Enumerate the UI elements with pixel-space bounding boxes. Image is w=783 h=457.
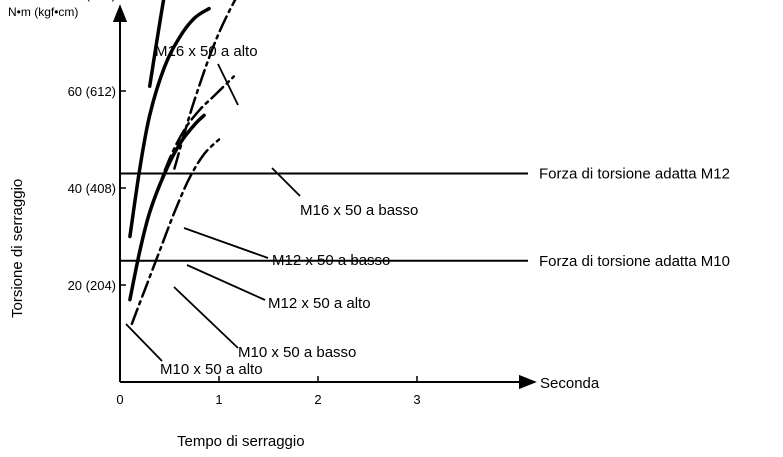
x-tick-label: 0 [116, 392, 123, 407]
y-unit-label: N•m (kgf•cm) [8, 5, 78, 19]
series-line-4 [153, 75, 236, 199]
series-line-3 [128, 6, 211, 239]
reference-lines-layer: Forza di torsione adatta M16Forza di tor… [120, 165, 730, 270]
series-label: M16 x 50 a alto [155, 43, 258, 60]
series-line-6 [130, 138, 221, 326]
leader-line [125, 323, 163, 362]
leader-line [271, 167, 301, 197]
x-end-label: Seconda [540, 375, 600, 392]
leader-lines-layer [125, 63, 301, 362]
series-label: M16 x 50 a basso [300, 202, 418, 219]
axes-layer [112, 4, 537, 390]
leader-line [217, 63, 239, 106]
x-tick-label: 1 [215, 392, 222, 407]
y-tick-label: 20 (204) [68, 278, 116, 293]
reference-line-label: Forza di torsione adatta M12 [539, 165, 730, 182]
curve-labels-layer: M16 x 50 a alto M16 x 50 a basso M12 x 50 … [155, 43, 418, 378]
x-axis-title: Tempo di serraggio [177, 433, 305, 450]
x-tick-label: 3 [413, 392, 420, 407]
y-tick-label: 80 (816) [68, 0, 116, 2]
y-tick-label: 40 (408) [68, 181, 116, 196]
series-layer [128, 0, 237, 326]
ticks-layer: 20 (204)40 (408)60 (612)80 (816)100 (102… [68, 0, 421, 407]
series-label: M12 x 50 a alto [268, 295, 371, 312]
leader-line [183, 227, 269, 259]
series-label: M10 x 50 a alto [160, 361, 263, 378]
y-axis-title: Torsione di serraggio [9, 179, 26, 318]
series-line-2 [173, 0, 237, 170]
x-tick-label: 2 [314, 392, 321, 407]
series-line-5 [128, 113, 206, 302]
leader-line [186, 264, 266, 301]
reference-line-label: Forza di torsione adatta M10 [539, 253, 730, 270]
series-label: M10 x 50 a basso [238, 344, 356, 361]
series-label: M12 x 50 a basso [272, 252, 390, 269]
y-tick-label: 60 (612) [68, 84, 116, 99]
leader-line [173, 286, 239, 349]
